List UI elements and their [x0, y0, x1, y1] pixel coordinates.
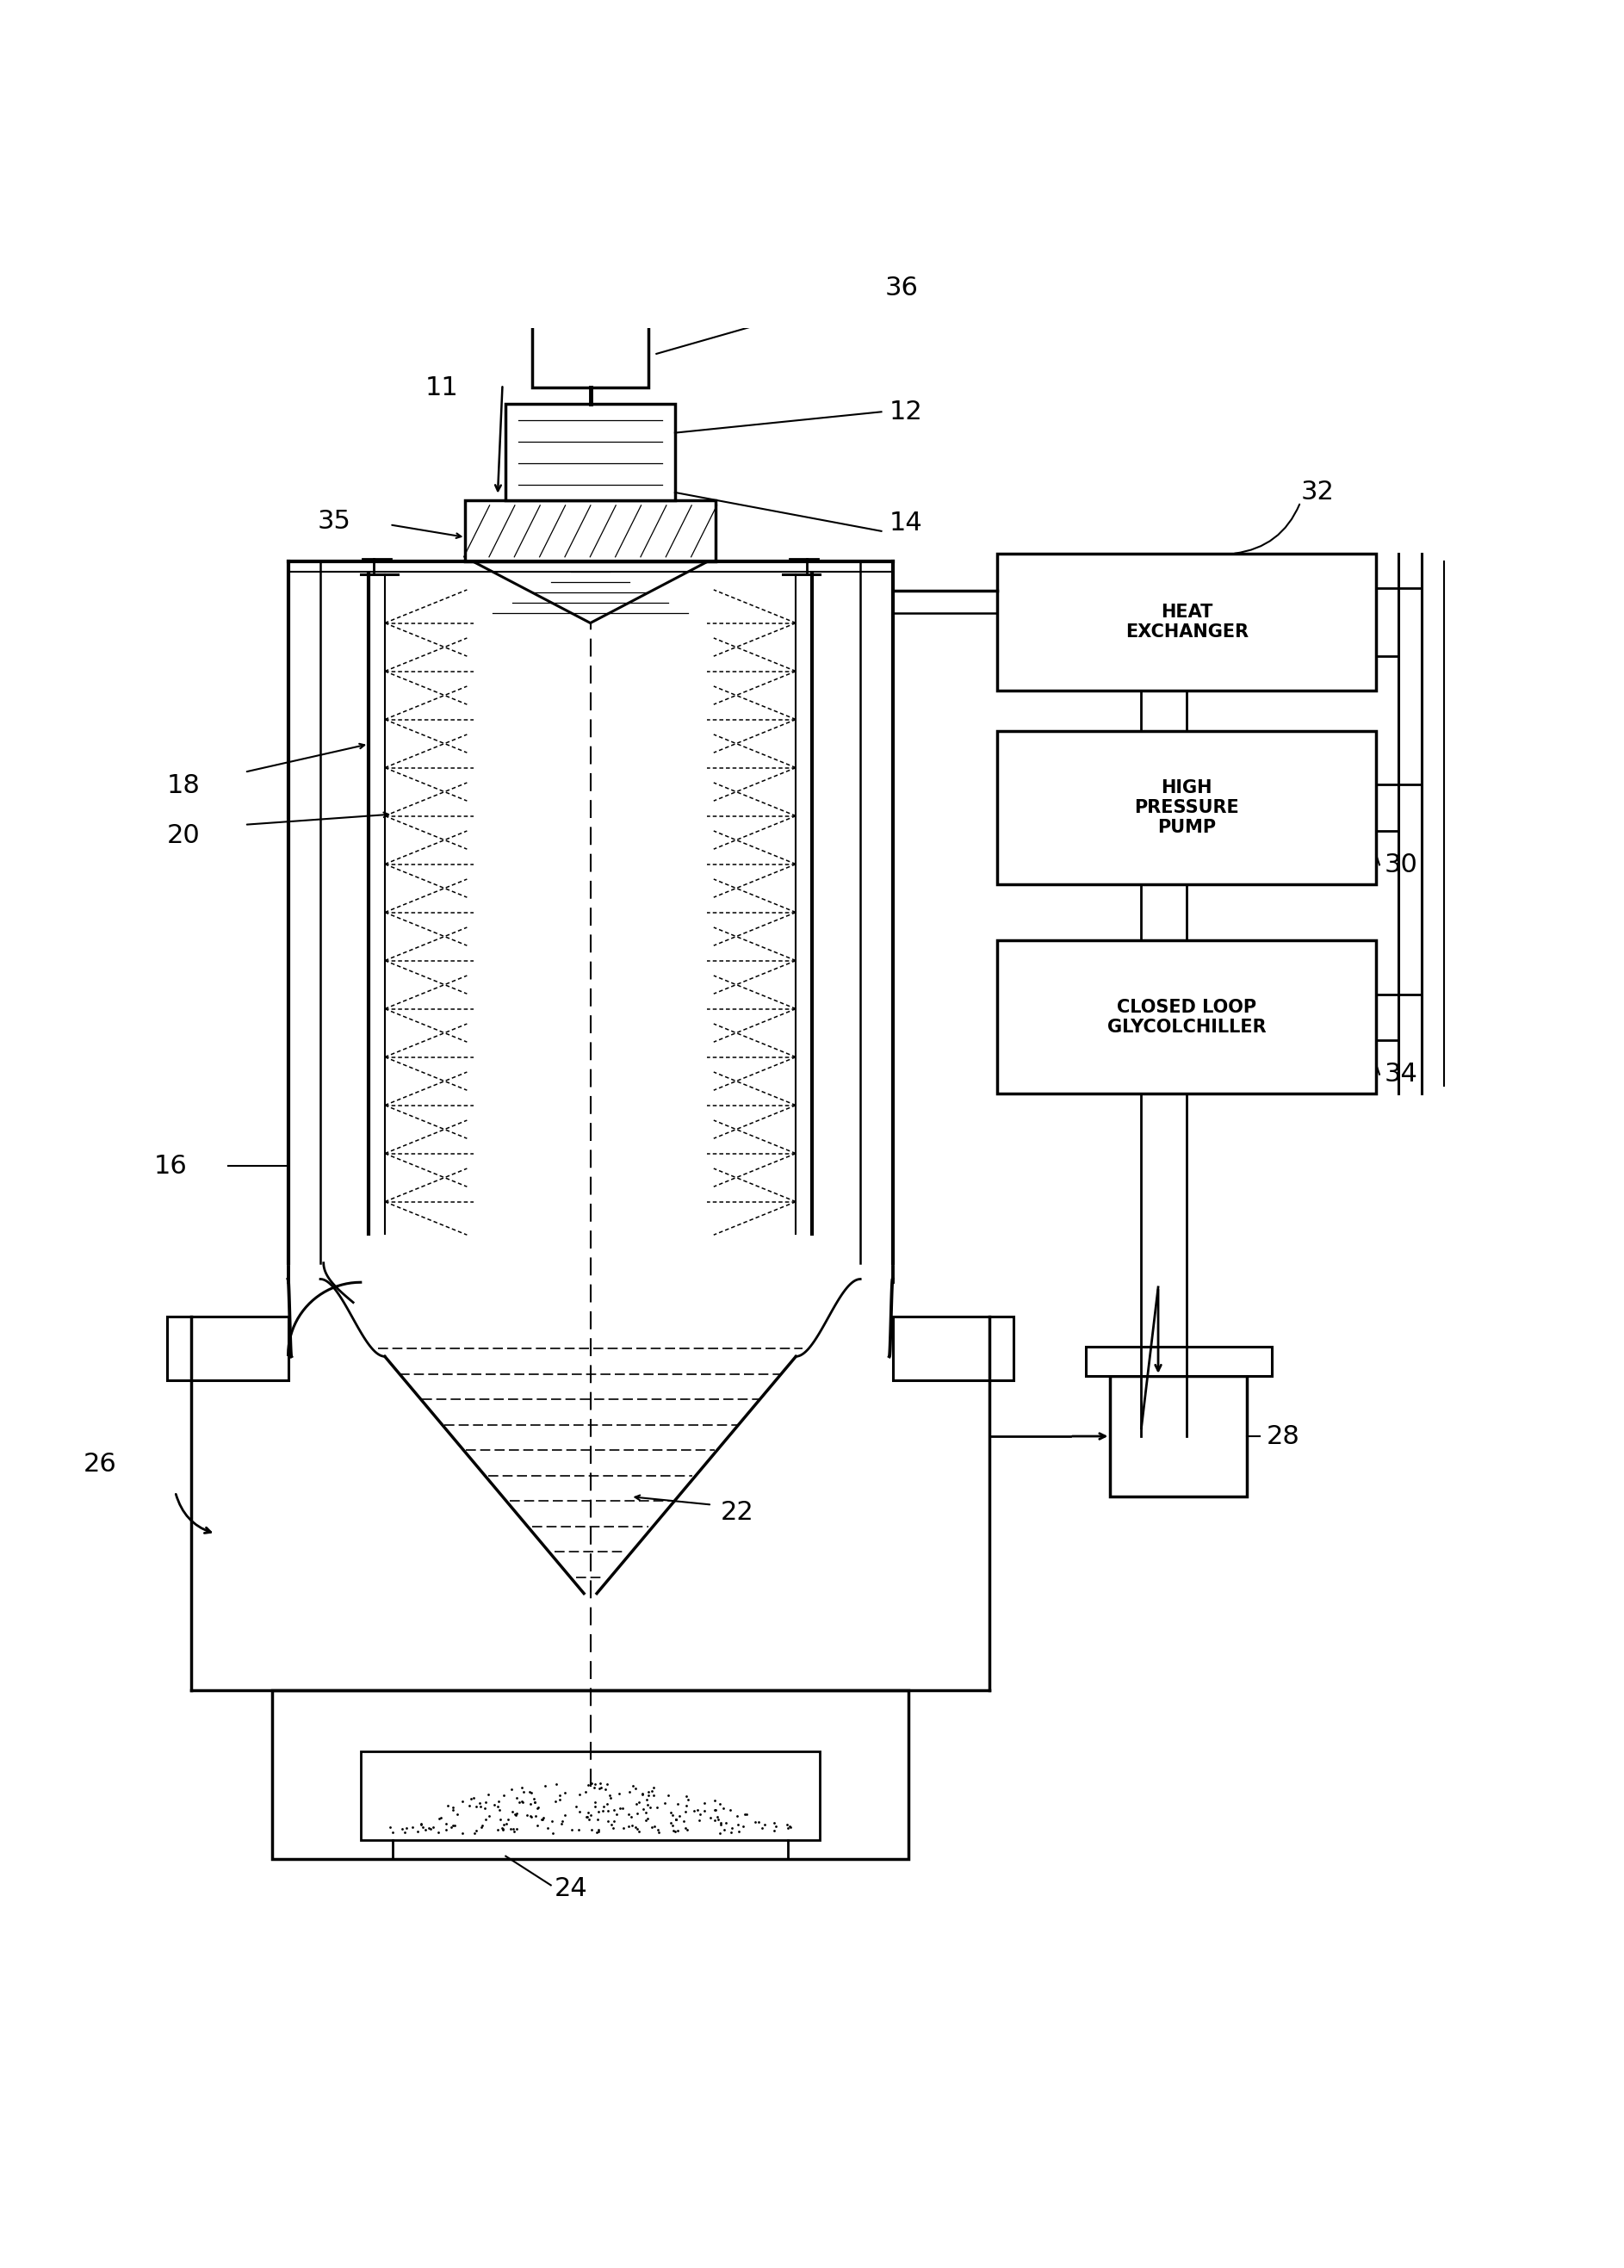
Text: 12: 12 — [890, 399, 922, 424]
Bar — [997, 730, 1376, 885]
Bar — [533, 320, 648, 388]
Text: 18: 18 — [167, 773, 201, 798]
Bar — [997, 941, 1376, 1093]
Text: 16: 16 — [154, 1154, 188, 1179]
Text: 26: 26 — [83, 1452, 117, 1476]
Text: 34: 34 — [1384, 1061, 1418, 1086]
Text: 14: 14 — [890, 510, 922, 535]
Text: HEAT
EXCHANGER: HEAT EXCHANGER — [1125, 603, 1249, 642]
Text: 22: 22 — [719, 1501, 754, 1526]
Text: 28: 28 — [1267, 1424, 1301, 1449]
Bar — [505, 404, 676, 501]
Text: 32: 32 — [1301, 481, 1333, 506]
Bar — [271, 1690, 909, 1860]
Bar — [893, 1315, 1013, 1381]
Text: 11: 11 — [425, 374, 458, 399]
Bar — [167, 1315, 287, 1381]
Text: 36: 36 — [885, 274, 918, 299]
Bar — [1086, 1347, 1272, 1377]
Text: CLOSED LOOP
GLYCOLCHILLER: CLOSED LOOP GLYCOLCHILLER — [1108, 998, 1267, 1036]
Text: 24: 24 — [554, 1876, 588, 1901]
Text: 35: 35 — [317, 508, 351, 533]
Text: HIGH
PRESSURE
PUMP: HIGH PRESSURE PUMP — [1135, 778, 1239, 837]
Bar — [361, 1751, 820, 1839]
Bar — [997, 553, 1376, 692]
Text: 20: 20 — [167, 823, 200, 848]
Text: 30: 30 — [1384, 853, 1418, 878]
Bar — [466, 501, 715, 562]
Bar — [1111, 1377, 1247, 1497]
